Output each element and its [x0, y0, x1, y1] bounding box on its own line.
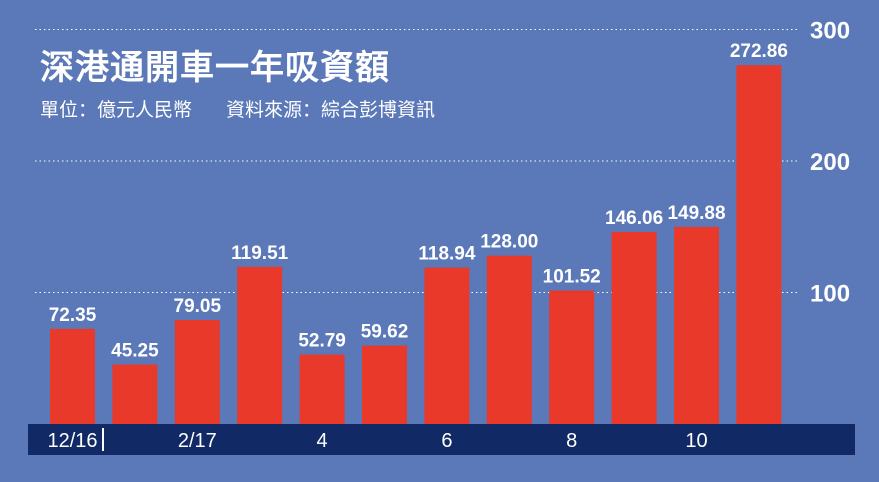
bar-value-label: 45.25: [111, 340, 159, 361]
x-tick-label: 10: [685, 430, 707, 452]
x-tick-label: 2/17: [178, 430, 217, 452]
axis-ticks: 100 200 300 12/16 2/17 4 6 8 10: [47, 18, 850, 453]
bar: [299, 354, 345, 424]
x-tick-label: 8: [566, 430, 577, 452]
source-label: 資料來源：綜合彭博資訊: [226, 99, 436, 121]
bar-value-label: 79.05: [174, 296, 222, 317]
bar: [674, 226, 719, 424]
y-tick-label: 100: [810, 281, 850, 308]
chart-subtitle: 單位：億元人民幣 資料來源：綜合彭博資訊: [40, 95, 435, 122]
x-tick-label: 12/16: [47, 430, 97, 452]
y-tick-label: 300: [810, 18, 850, 45]
chart-title: 深港通開車一年吸資額: [40, 48, 390, 88]
bar-value-label: 128.00: [480, 232, 538, 253]
bar-value-label: 149.88: [667, 203, 725, 224]
x-axis-band: [28, 424, 855, 455]
bar-value-label: 272.86: [730, 41, 788, 62]
bars: [50, 65, 782, 425]
x-axis-band-rect: [28, 424, 855, 455]
bar-value-label: 52.79: [298, 331, 346, 352]
x-tick-label: 6: [441, 430, 452, 452]
bar-value-label: 59.62: [361, 322, 409, 343]
bar: [424, 267, 470, 424]
bar: [549, 290, 595, 424]
bar-value-label: 146.06: [605, 208, 663, 229]
bar: [362, 345, 407, 424]
bar: [486, 255, 532, 424]
bar: [237, 266, 283, 424]
bar: [174, 320, 220, 424]
unit-label: 單位：億元人民幣: [40, 99, 193, 121]
grid-lines: [35, 29, 800, 293]
bar-value-label: 101.52: [543, 267, 601, 288]
bar: [736, 65, 782, 425]
bar: [112, 364, 158, 424]
bar: [611, 231, 657, 424]
x-tick-label: 4: [317, 430, 328, 452]
bar: [50, 328, 95, 424]
bar-value-label: 118.94: [418, 244, 475, 265]
bar-value-label: 119.51: [231, 243, 288, 264]
y-tick-label: 200: [810, 149, 850, 176]
value-labels: 72.35 45.25 79.05 119.51 52.79 59.62 118.94128…: [49, 41, 788, 361]
bar-value-label: 72.35: [49, 305, 97, 326]
